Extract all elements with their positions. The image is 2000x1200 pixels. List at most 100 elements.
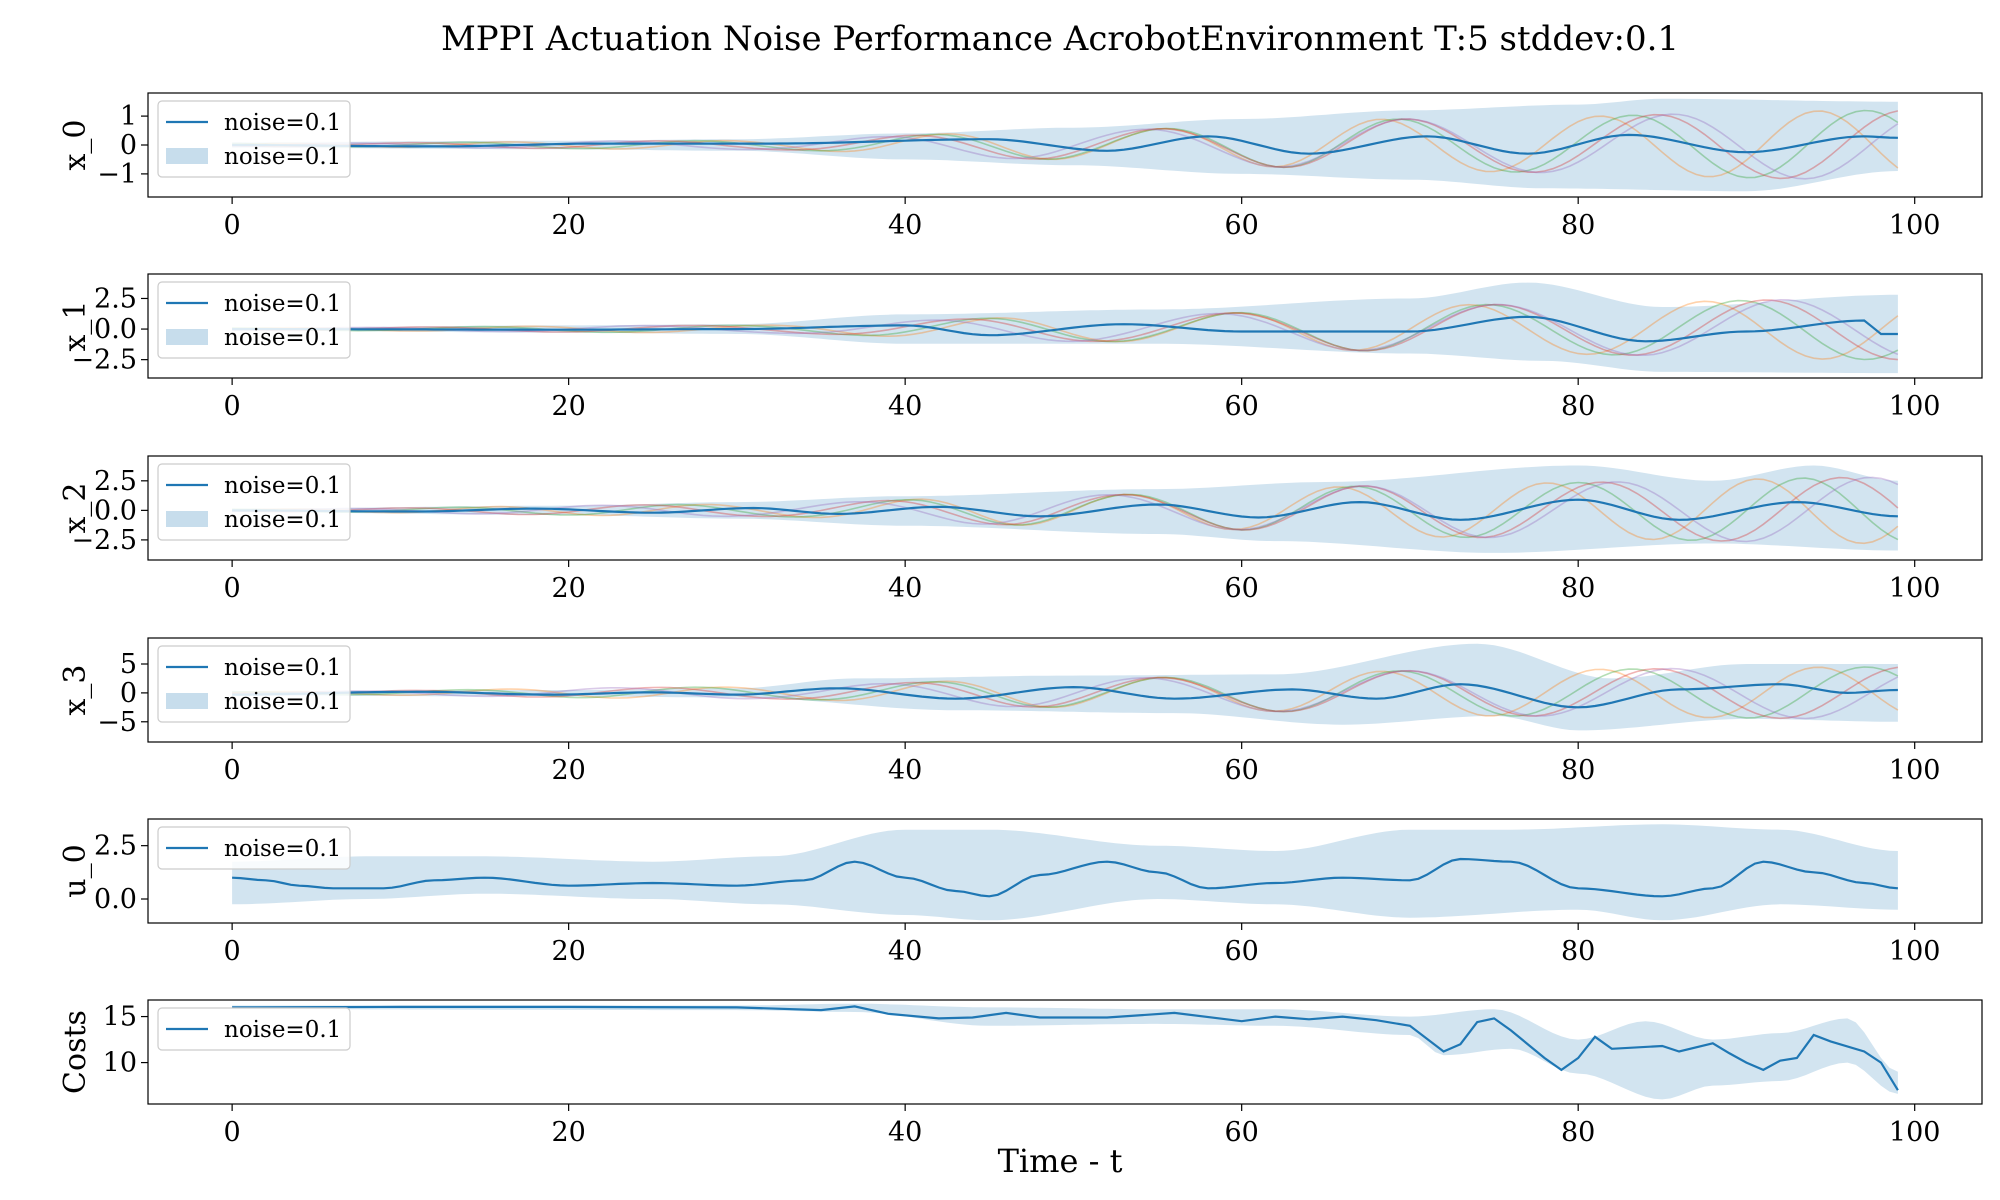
- axes-frame: [147, 455, 1983, 561]
- sample-trajectory: [232, 667, 1899, 720]
- legend-band-swatch: [166, 693, 208, 709]
- y-tick-label: 1: [120, 101, 137, 132]
- y-tick-label: 2.5: [94, 283, 137, 314]
- y-tick-label: 2.5: [94, 831, 137, 862]
- x-tick-label: 40: [888, 755, 922, 786]
- x-tick-label: 60: [1224, 936, 1258, 967]
- x-tick-label: 20: [551, 210, 585, 241]
- legend-label: noise=0.1: [224, 144, 341, 170]
- legend-label: noise=0.1: [224, 689, 341, 715]
- x-tick-label: 0: [224, 755, 241, 786]
- legend: noise=0.1: [157, 1007, 351, 1051]
- y-tick-label: −5: [97, 707, 137, 738]
- mean-line: [232, 683, 1898, 709]
- sample-trajectory: [232, 477, 1899, 542]
- sample-trajectory: [232, 298, 1899, 356]
- y-tick-label: 0: [120, 130, 137, 161]
- legend-band-swatch: [166, 329, 208, 345]
- x-tick-label: 40: [888, 936, 922, 967]
- legend-label: noise=0.1: [224, 110, 341, 136]
- legend-band-swatch: [166, 148, 208, 164]
- legend-label: noise=0.1: [224, 325, 341, 351]
- legend: noise=0.1: [157, 826, 351, 870]
- legend-label: noise=0.1: [224, 507, 341, 533]
- y-axis-label: x_2: [58, 482, 93, 533]
- x-axis-label: Time - t: [998, 1142, 1123, 1180]
- y-tick-label: 0.0: [94, 495, 137, 526]
- x-tick-label: 100: [1889, 936, 1941, 967]
- y-tick-label: 10: [103, 1048, 137, 1079]
- x-tick-label: 100: [1889, 210, 1941, 241]
- y-tick-label: −2.5: [71, 345, 137, 376]
- y-tick-label: 15: [103, 1002, 137, 1033]
- x-tick-label: 60: [1224, 391, 1258, 422]
- y-tick-label: −2.5: [71, 525, 137, 556]
- subplot-u_0: 0 20 40 60 80 100 2.5 0.0u_0 noise=0.1: [58, 818, 1983, 967]
- confidence-band: [232, 98, 1898, 192]
- legend-label: noise=0.1: [224, 1017, 341, 1043]
- confidence-band: [232, 465, 1898, 553]
- mean-line: [232, 133, 1898, 155]
- x-tick-label: 80: [1561, 755, 1595, 786]
- x-tick-label: 60: [1224, 1117, 1258, 1148]
- legend-label: noise=0.1: [224, 836, 341, 862]
- x-tick-label: 60: [1224, 755, 1258, 786]
- y-axis-label: x_3: [58, 664, 93, 715]
- x-tick-label: 60: [1224, 210, 1258, 241]
- legend-box: [157, 100, 351, 178]
- legend-band-swatch: [166, 511, 208, 527]
- y-axis-label: x_0: [58, 119, 93, 170]
- mean-line: [232, 857, 1899, 898]
- y-tick-label: 0: [120, 678, 137, 709]
- y-axis-label: u_0: [58, 844, 93, 897]
- y-axis-label: Costs: [58, 1010, 93, 1094]
- sample-trajectory: [232, 666, 1899, 719]
- sample-trajectory: [232, 476, 1899, 542]
- legend: noise=0.1 noise=0.1: [157, 281, 351, 359]
- sample-trajectory: [232, 299, 1899, 361]
- sample-trajectory: [232, 110, 1899, 180]
- legend: noise=0.1 noise=0.1: [157, 100, 351, 178]
- sample-trajectory: [232, 110, 1899, 178]
- x-tick-label: 100: [1889, 391, 1941, 422]
- x-tick-label: 60: [1224, 573, 1258, 604]
- x-tick-label: 40: [888, 573, 922, 604]
- y-axis-label: x_1: [58, 300, 93, 351]
- legend-label: noise=0.1: [224, 473, 341, 499]
- legend: noise=0.1 noise=0.1: [157, 463, 351, 541]
- y-tick-label: 0.0: [94, 314, 137, 345]
- x-tick-label: 20: [551, 1117, 585, 1148]
- x-tick-label: 40: [888, 210, 922, 241]
- axes-frame: [147, 999, 1983, 1105]
- x-tick-label: 80: [1561, 391, 1595, 422]
- x-tick-label: 0: [224, 391, 241, 422]
- sample-trajectory: [232, 666, 1899, 720]
- plot-area: [232, 1003, 1899, 1100]
- sample-trajectory: [232, 476, 1899, 543]
- x-tick-label: 40: [888, 1117, 922, 1148]
- mean-line: [232, 1005, 1899, 1091]
- legend-box: [157, 281, 351, 359]
- plot-area: [232, 98, 1899, 192]
- axes-frame: [147, 637, 1983, 743]
- x-tick-label: 20: [551, 936, 585, 967]
- plot-area: [232, 282, 1899, 374]
- mean-line: [232, 315, 1898, 343]
- x-tick-label: 100: [1889, 1117, 1941, 1148]
- mean-line: [232, 498, 1898, 521]
- y-tick-label: 5: [120, 649, 137, 680]
- x-tick-label: 0: [224, 1117, 241, 1148]
- y-tick-label: 2.5: [94, 466, 137, 497]
- plot-area: [232, 465, 1899, 553]
- y-tick-label: 0.0: [94, 884, 137, 915]
- x-tick-label: 0: [224, 936, 241, 967]
- legend: noise=0.1 noise=0.1: [157, 645, 351, 723]
- x-tick-label: 80: [1561, 573, 1595, 604]
- confidence-band: [232, 824, 1898, 921]
